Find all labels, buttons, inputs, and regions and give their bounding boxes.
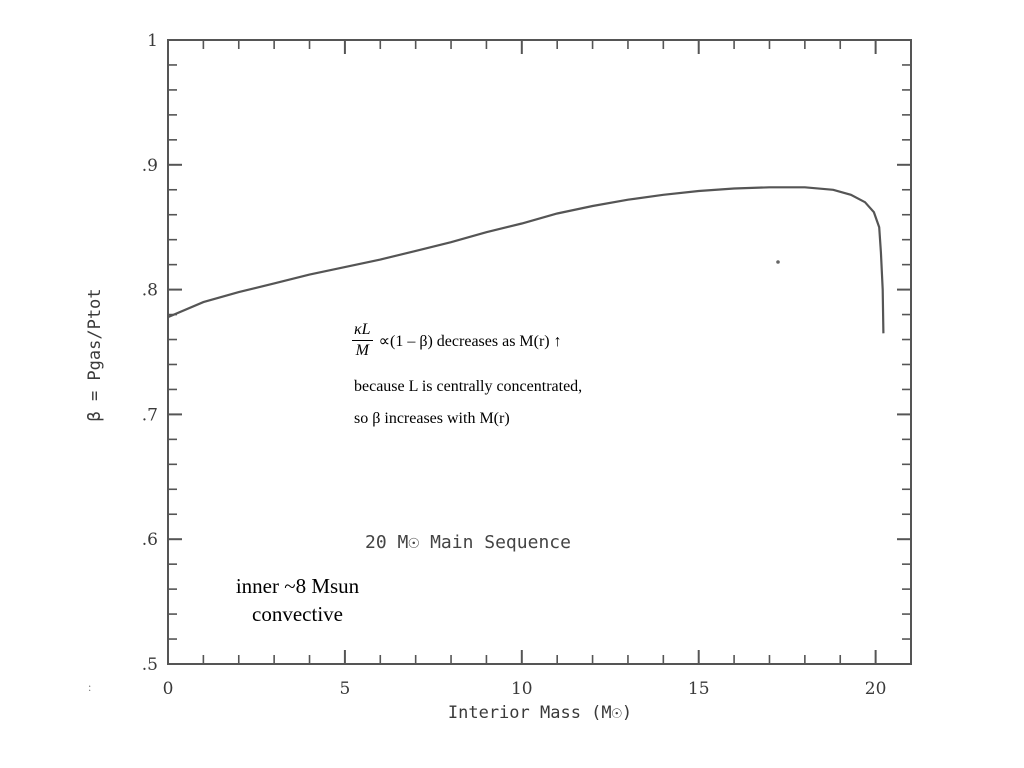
series-line-beta (167, 186, 885, 334)
plot-frame (167, 39, 912, 665)
equation-annotation: κL M ∝(1 – β) decreases as M(r) ↑ (352, 320, 562, 361)
equation-rest: ∝(1 – β) decreases as M(r) ↑ (378, 332, 562, 350)
inner-convective-note: inner ~8 Msun convective (200, 572, 395, 628)
y-tick-label: .8 (142, 281, 158, 301)
annotation-line-2: because L is centrally concentrated, (354, 378, 583, 395)
y-axis-title: β = Pgas/Ptot (85, 288, 105, 421)
y-tick-label: .7 (142, 405, 158, 425)
white-patch (258, 95, 488, 213)
tick-labels: 0 5 10 15 20 .5 .6 .7 .8 .9 1 (142, 31, 887, 699)
x-tick-label: 20 (865, 679, 887, 699)
chart-inner-label: 20 M☉ Main Sequence (365, 532, 571, 553)
y-tick-label: 1 (147, 31, 158, 51)
y-tick-label: .5 (142, 655, 158, 675)
x-tick-label: 15 (688, 679, 710, 699)
x-tick-label: 10 (511, 679, 533, 699)
fraction-numerator: κL (352, 320, 373, 341)
x-tick-label: 5 (339, 679, 350, 699)
x-tick-label: 0 (163, 679, 174, 699)
stray-mark: : (88, 680, 92, 694)
inner-note-line-1: inner ~8 Msun (235, 574, 360, 598)
annotation-line-3: so β increases with M(r) (354, 410, 510, 427)
y-tick-label: .6 (142, 530, 158, 550)
fraction: κL M (352, 320, 373, 361)
y-tick-label: .9 (142, 156, 158, 176)
axis-ticks (168, 40, 911, 664)
fraction-denominator: M (355, 342, 369, 359)
speck-dot (776, 260, 780, 264)
inner-note-line-2: convective (252, 602, 343, 626)
x-axis-title: Interior Mass (M☉) (448, 703, 632, 723)
